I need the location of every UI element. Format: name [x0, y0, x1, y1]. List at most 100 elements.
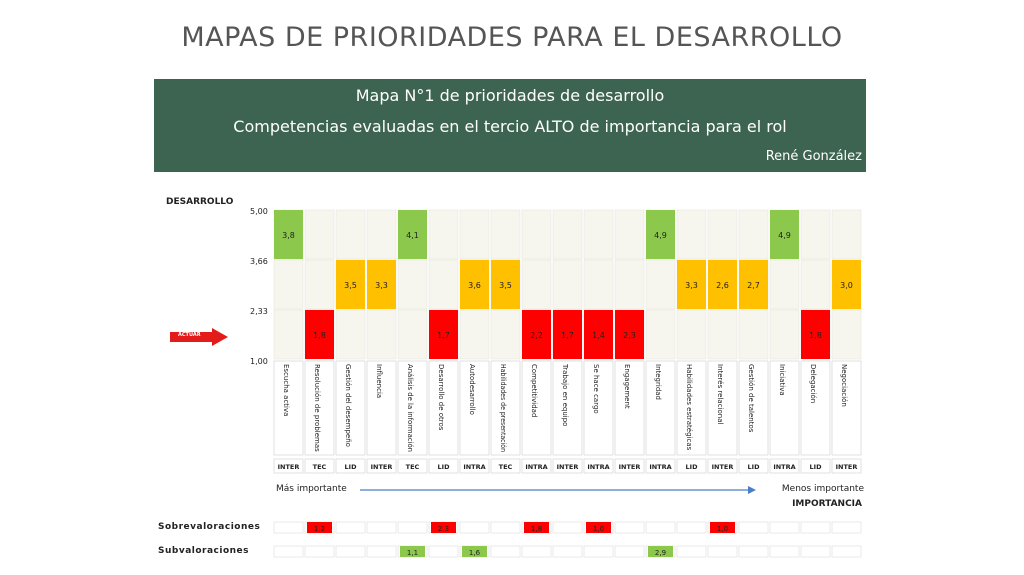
overvaluation-cell — [459, 521, 490, 534]
category-label: Análisis de la información — [406, 364, 414, 452]
grid-cell — [335, 209, 366, 260]
value-bar — [553, 310, 582, 359]
grid-cell — [428, 259, 459, 310]
overvaluation-cell — [676, 521, 707, 534]
overvaluation-cell — [614, 521, 645, 534]
value-bar — [646, 210, 675, 259]
value-label: 2,6 — [716, 281, 729, 290]
type-cell — [831, 458, 862, 474]
undervaluation-cell — [552, 545, 583, 558]
grid-cell — [366, 309, 397, 360]
category-cell — [707, 360, 738, 456]
undervaluation-mark — [462, 546, 487, 557]
overvaluation-mark — [307, 522, 332, 533]
value-bar — [429, 310, 458, 359]
overvaluation-cell — [645, 521, 676, 534]
grid-cell — [645, 259, 676, 310]
category-label: Delegación — [809, 364, 817, 403]
importance-arrow-head-icon — [748, 486, 756, 494]
overvaluation-value: 1,0 — [593, 525, 604, 533]
grid-cell — [304, 209, 335, 260]
x-axis-label: IMPORTANCIA — [792, 499, 862, 509]
grid-cell — [552, 209, 583, 260]
undervaluation-cell — [738, 545, 769, 558]
category-cell — [676, 360, 707, 456]
overvaluation-cell — [397, 521, 428, 534]
type-cell — [397, 458, 428, 474]
y-tick-label: 1,00 — [250, 357, 268, 366]
type-cell — [707, 458, 738, 474]
value-bar — [584, 310, 613, 359]
value-bar — [832, 260, 861, 309]
grid-cell — [707, 209, 738, 260]
category-label: Influencia — [375, 364, 383, 398]
actuar-arrow-icon — [170, 328, 228, 346]
type-label: TEC — [313, 463, 327, 471]
undervaluation-cell — [800, 545, 831, 558]
grid-cell — [490, 309, 521, 360]
overvaluation-cell — [552, 521, 583, 534]
category-label: Habilidades estratégicas — [685, 364, 693, 451]
undervaluation-cell — [769, 545, 800, 558]
more-important-label: Más importante — [276, 484, 347, 494]
grid-cell — [304, 259, 335, 310]
overvaluation-cell — [490, 521, 521, 534]
category-cell — [769, 360, 800, 456]
type-label: LID — [345, 463, 358, 471]
type-label: INTRA — [649, 463, 671, 471]
slide-title: MAPAS DE PRIORIDADES PARA EL DESARROLLO — [181, 22, 843, 53]
type-label: INTRA — [773, 463, 795, 471]
category-label: Desarrollo de otros — [437, 364, 445, 431]
category-label: Iniciativa — [778, 364, 786, 396]
undervaluation-cell — [831, 545, 862, 558]
type-label: INTRA — [463, 463, 485, 471]
type-cell — [738, 458, 769, 474]
value-label: 2,2 — [530, 331, 543, 340]
undervaluation-value: 1,6 — [469, 549, 481, 557]
category-label: Integridad — [654, 364, 662, 400]
overvaluation-value: 1,2 — [314, 525, 325, 533]
category-label: Escucha activa — [282, 364, 290, 416]
undervaluation-cell — [490, 545, 521, 558]
value-label: 4,9 — [778, 231, 791, 240]
type-cell — [583, 458, 614, 474]
type-cell — [614, 458, 645, 474]
grid-cell — [800, 259, 831, 310]
type-cell — [273, 458, 304, 474]
type-cell — [645, 458, 676, 474]
grid-cell — [521, 209, 552, 260]
overvaluation-cell — [738, 521, 769, 534]
header-banner: Mapa N°1 de prioridades de desarrollo Co… — [154, 79, 866, 172]
actuar-label: ACTUAR — [178, 332, 201, 338]
grid-cell — [459, 309, 490, 360]
value-label: 3,3 — [685, 281, 698, 290]
undervaluation-cell — [366, 545, 397, 558]
type-cell — [769, 458, 800, 474]
category-cell — [738, 360, 769, 456]
value-bar — [739, 260, 768, 309]
value-label: 2,3 — [623, 331, 636, 340]
type-cell — [428, 458, 459, 474]
overvaluation-cell — [769, 521, 800, 534]
overvaluation-value: 1,8 — [531, 525, 542, 533]
undervaluation-cell — [521, 545, 552, 558]
value-bar — [367, 260, 396, 309]
type-cell — [459, 458, 490, 474]
undervaluation-cell — [335, 545, 366, 558]
value-bar — [398, 210, 427, 259]
grid-cell — [459, 209, 490, 260]
type-cell — [366, 458, 397, 474]
value-bar — [460, 260, 489, 309]
type-cell — [552, 458, 583, 474]
value-bar — [336, 260, 365, 309]
category-cell — [335, 360, 366, 456]
grid-cell — [397, 309, 428, 360]
category-cell — [273, 360, 304, 456]
overvaluation-cell — [831, 521, 862, 534]
type-cell — [335, 458, 366, 474]
type-label: INTER — [619, 463, 641, 471]
grid-cell — [583, 209, 614, 260]
type-label: TEC — [499, 463, 513, 471]
banner-line-1: Mapa N°1 de prioridades de desarrollo — [355, 86, 665, 105]
